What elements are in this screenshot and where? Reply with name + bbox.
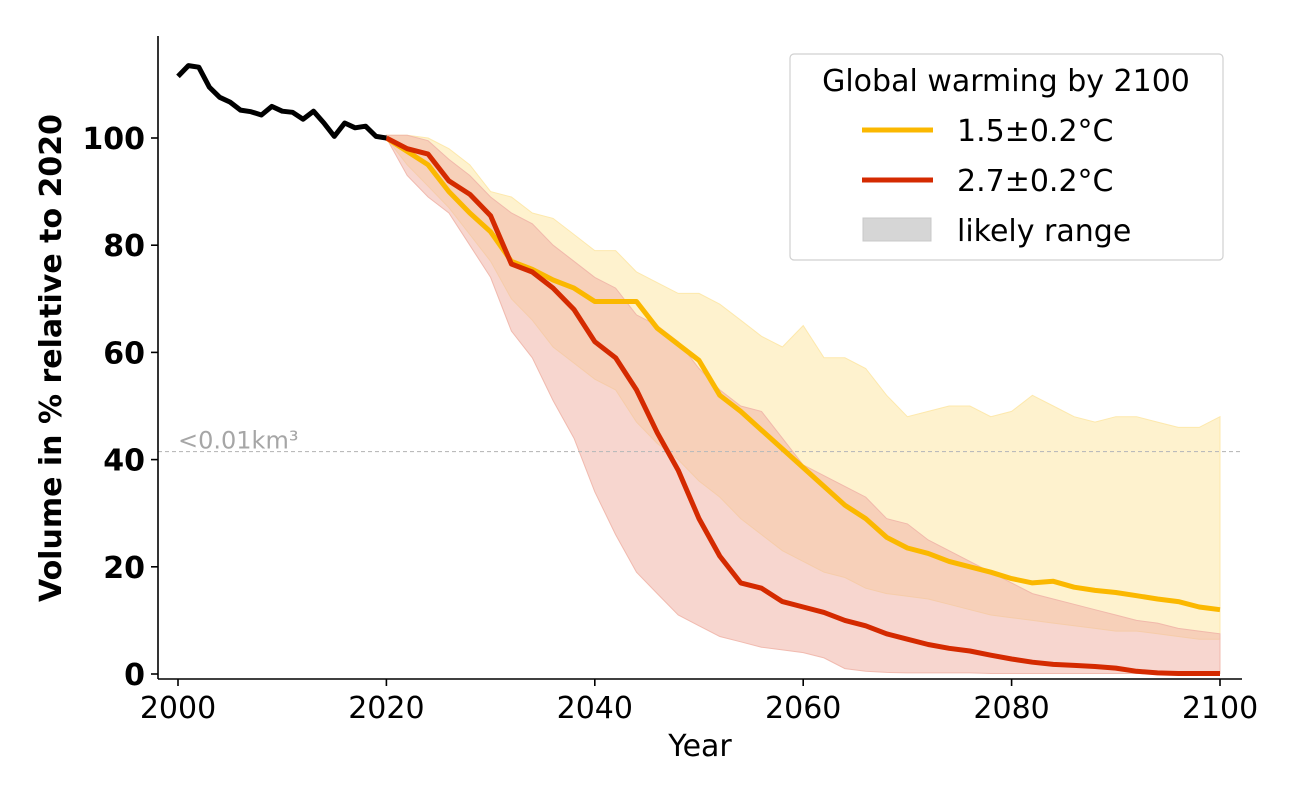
series-line-2-7c [385, 135, 1220, 676]
y-ticks: 0 20 40 60 80 100 [82, 122, 158, 693]
legend: Global warming by 2100 1.5±0.2°C 2.7±0.2… [789, 53, 1224, 261]
x-ticks: 2000 2020 2040 2060 2080 2100 [140, 679, 1258, 726]
legend-label-2-7c: 2.7±0.2°C [957, 164, 1114, 199]
y-tick-label: 100 [82, 122, 145, 157]
legend-frame [789, 53, 1224, 261]
legend-label-1-5c: 1.5±0.2°C [957, 114, 1114, 149]
x-tick-label: 2060 [765, 691, 841, 726]
series-lines [176, 63, 1221, 676]
threshold-label: <0.01km³ [178, 427, 298, 455]
series-line-1-5c [385, 135, 1221, 613]
y-tick-label: 20 [103, 551, 145, 586]
x-tick-label: 2040 [557, 691, 633, 726]
legend-title: Global warming by 2100 [822, 64, 1190, 99]
x-tick-label: 2100 [1182, 691, 1258, 726]
y-tick-label: 60 [103, 336, 145, 371]
x-tick-label: 2000 [140, 691, 216, 726]
legend-swatch-likely-range [862, 217, 932, 242]
y-tick-label: 0 [124, 658, 145, 693]
y-tick-label: 80 [103, 229, 145, 264]
historical-line [176, 63, 387, 141]
y-axis-title: Volume in % relative to 2020 [34, 114, 69, 602]
legend-label-likely-range: likely range [957, 214, 1131, 249]
x-axis-title: Year [667, 729, 732, 764]
x-tick-label: 2080 [973, 691, 1049, 726]
threshold-layer: <0.01km³ [158, 427, 1242, 455]
x-tick-label: 2020 [348, 691, 424, 726]
y-tick-label: 40 [103, 444, 145, 479]
